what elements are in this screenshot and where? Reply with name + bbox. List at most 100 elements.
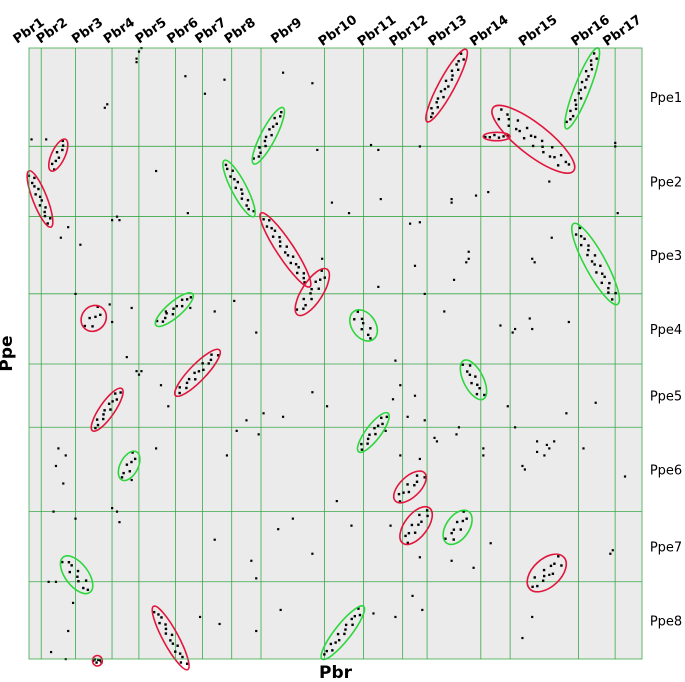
- scatter-point: [523, 468, 526, 471]
- alignment-point: [415, 480, 419, 483]
- alignment-point: [210, 353, 213, 356]
- alignment-point: [40, 199, 43, 202]
- scatter-point: [279, 608, 282, 612]
- green-synteny-ellipse: [348, 309, 379, 342]
- alignment-point: [304, 303, 307, 307]
- alignment-point: [273, 229, 277, 232]
- alignment-point: [234, 186, 237, 190]
- alignment-point: [201, 362, 204, 365]
- red-synteny-ellipse: [425, 48, 469, 123]
- scatter-point: [418, 221, 421, 224]
- alignment-point: [325, 649, 328, 653]
- alignment-point: [436, 106, 439, 109]
- plot-frame: [28, 47, 643, 660]
- alignment-point: [202, 368, 205, 372]
- alignment-point: [595, 271, 598, 274]
- alignment-point: [525, 126, 529, 130]
- alignment-point: [264, 135, 268, 139]
- alignment-point: [302, 307, 305, 310]
- alignment-point: [522, 137, 526, 140]
- alignment-point: [224, 163, 228, 167]
- alignment-point: [158, 621, 161, 625]
- alignment-point: [44, 206, 47, 209]
- scatter-point: [203, 92, 207, 95]
- scatter-point: [64, 454, 67, 457]
- scatter-point: [413, 264, 417, 267]
- alignment-point: [164, 627, 168, 631]
- alignment-point: [374, 432, 377, 436]
- alignment-point: [97, 658, 100, 661]
- scatter-point: [521, 464, 524, 468]
- alignment-point: [410, 523, 414, 527]
- alignment-point: [610, 298, 614, 301]
- scatter-point: [347, 212, 351, 215]
- alignment-point: [380, 416, 383, 420]
- scatter-point: [413, 394, 417, 397]
- x-group-label: Pbr14: [467, 13, 511, 50]
- alignment-point: [115, 398, 119, 401]
- alignment-point: [119, 391, 122, 394]
- x-group-label: Pbr5: [133, 15, 170, 47]
- alignment-point: [407, 531, 411, 535]
- alignment-point: [565, 120, 568, 124]
- alignment-point: [603, 275, 606, 279]
- alignment-point: [351, 623, 354, 626]
- alignment-point: [102, 417, 105, 421]
- alignment-point: [91, 325, 94, 328]
- alignment-point: [185, 386, 188, 390]
- scatter-point: [108, 303, 111, 306]
- alignment-point: [96, 305, 99, 308]
- scatter-point: [115, 215, 119, 218]
- alignment-point: [107, 402, 111, 406]
- alignment-point: [344, 623, 348, 627]
- y-group-label: Ppe3: [650, 249, 682, 264]
- grid-lines: [29, 48, 642, 659]
- alignment-point: [38, 195, 42, 199]
- scatter-point: [506, 405, 509, 408]
- alignment-point: [381, 422, 384, 426]
- scatter-point: [225, 454, 229, 457]
- alignment-point: [578, 226, 582, 230]
- scatter-point: [277, 528, 280, 531]
- alignment-point: [295, 308, 299, 311]
- alignment-point: [161, 320, 165, 323]
- alignment-point: [425, 509, 429, 512]
- scatter-point: [482, 447, 485, 450]
- alignment-point: [94, 426, 97, 430]
- red-synteny-ellipse: [80, 304, 108, 333]
- alignment-point: [323, 653, 326, 656]
- alignment-point: [262, 218, 265, 221]
- scatter-point: [548, 447, 551, 450]
- alignment-point: [164, 316, 167, 320]
- alignment-point: [450, 69, 454, 72]
- alignment-point: [468, 373, 472, 376]
- scatter-point: [435, 440, 439, 443]
- alignment-point: [157, 613, 160, 616]
- alignment-point: [185, 381, 189, 385]
- scatter-point: [535, 440, 539, 443]
- scatter-point: [159, 384, 163, 387]
- scatter-point: [472, 566, 475, 569]
- scatter-point: [118, 521, 121, 524]
- alignment-point: [580, 80, 584, 84]
- alignment-point: [50, 162, 54, 166]
- alignment-point: [543, 574, 546, 578]
- alignment-point: [164, 623, 167, 626]
- alignment-point: [314, 280, 317, 283]
- scatter-point: [291, 517, 294, 520]
- alignment-point: [181, 655, 184, 659]
- alignment-point: [286, 254, 290, 257]
- red-synteny-ellipse: [91, 654, 104, 667]
- alignment-point: [447, 85, 450, 88]
- alignment-point: [216, 354, 220, 357]
- alignment-point: [470, 381, 473, 385]
- alignment-point: [560, 564, 563, 567]
- y-group-label: Ppe2: [650, 175, 682, 190]
- alignment-point: [385, 415, 389, 419]
- alignment-point: [102, 413, 105, 416]
- alignment-point: [37, 187, 40, 191]
- alignment-point: [197, 370, 201, 373]
- alignment-point: [160, 616, 163, 619]
- alignment-point: [518, 129, 521, 133]
- alignment-point: [564, 160, 568, 164]
